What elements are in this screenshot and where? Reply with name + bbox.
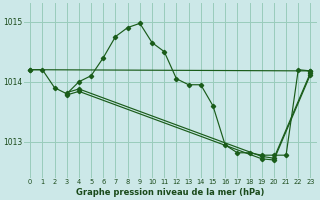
X-axis label: Graphe pression niveau de la mer (hPa): Graphe pression niveau de la mer (hPa) (76, 188, 265, 197)
